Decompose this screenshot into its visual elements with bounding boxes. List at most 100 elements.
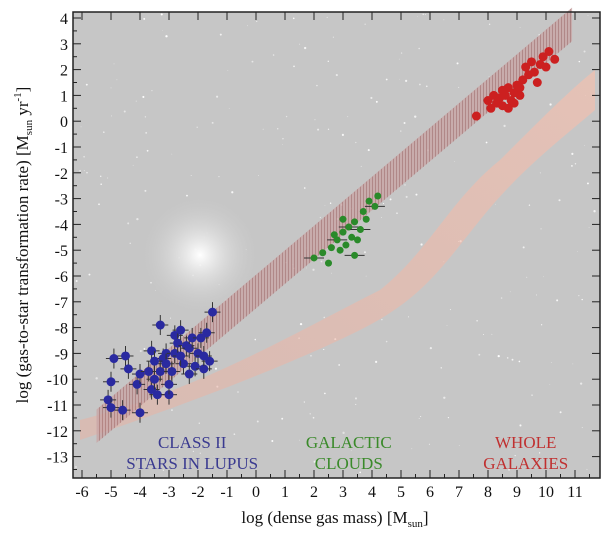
star <box>385 340 388 343</box>
star <box>398 78 400 80</box>
group-label: CLASS II <box>158 433 227 452</box>
star <box>375 100 378 103</box>
plot-frame <box>72 11 601 479</box>
star <box>299 43 301 45</box>
data-point <box>354 236 361 244</box>
star <box>519 424 522 427</box>
star <box>144 116 147 118</box>
star <box>192 450 194 453</box>
star <box>559 411 562 414</box>
star <box>83 170 85 172</box>
star <box>146 149 149 152</box>
y-tick-label: -4 <box>55 217 68 234</box>
star <box>162 29 163 31</box>
star <box>494 203 496 205</box>
star <box>571 152 574 155</box>
data-point <box>521 62 531 72</box>
group-label: GALACTIC <box>306 433 392 452</box>
star <box>254 338 257 341</box>
data-point <box>527 57 536 67</box>
data-point <box>176 351 186 361</box>
star <box>405 195 408 198</box>
x-tick-label: 3 <box>339 484 347 501</box>
star <box>375 360 378 363</box>
star <box>424 13 426 15</box>
star <box>256 420 259 423</box>
star <box>550 362 552 363</box>
star <box>211 121 214 124</box>
star <box>110 87 112 89</box>
star <box>213 456 215 458</box>
star <box>526 276 528 278</box>
data-point <box>109 354 119 364</box>
star <box>303 187 306 189</box>
star <box>127 222 130 225</box>
star <box>364 23 366 25</box>
star <box>443 19 445 21</box>
star <box>251 60 254 63</box>
star <box>403 121 406 124</box>
star <box>370 96 373 100</box>
star <box>572 13 574 15</box>
star <box>172 459 174 461</box>
y-tick-label: -9 <box>55 346 68 363</box>
star <box>347 116 349 118</box>
star <box>88 273 91 276</box>
star <box>511 358 514 361</box>
data-point <box>121 351 130 361</box>
data-point <box>532 78 542 87</box>
data-point <box>345 223 353 231</box>
star <box>574 163 577 165</box>
star <box>572 363 574 365</box>
star <box>303 401 306 403</box>
data-point <box>196 333 206 343</box>
star <box>83 155 85 158</box>
star <box>313 460 316 463</box>
star <box>549 103 552 106</box>
star <box>522 246 525 249</box>
star <box>196 126 198 128</box>
star <box>327 60 330 63</box>
data-point <box>161 359 171 369</box>
x-tick-label: 6 <box>426 484 434 501</box>
star <box>143 17 146 20</box>
star <box>332 36 334 38</box>
star <box>588 227 590 228</box>
star <box>411 448 413 450</box>
data-point <box>538 52 548 62</box>
star <box>299 439 300 441</box>
star <box>100 183 102 185</box>
star <box>331 272 332 274</box>
star <box>170 317 172 319</box>
y-tick-label: 4 <box>60 11 68 28</box>
y-tick-label: 3 <box>60 37 68 54</box>
star <box>323 316 326 319</box>
star <box>570 164 573 167</box>
star <box>335 73 338 77</box>
star <box>538 452 541 454</box>
star <box>151 90 153 92</box>
star <box>316 84 318 87</box>
star <box>139 349 142 353</box>
star <box>100 175 102 177</box>
y-tick-label: -6 <box>55 269 68 286</box>
data-point <box>118 405 128 415</box>
x-tick-label: 2 <box>310 484 318 501</box>
star <box>228 108 230 109</box>
data-point <box>333 236 341 244</box>
star <box>593 210 596 213</box>
star <box>398 58 400 60</box>
star <box>476 320 478 322</box>
y-tick-label: 1 <box>60 88 68 105</box>
star <box>404 184 406 186</box>
star <box>144 189 147 192</box>
star <box>171 409 173 411</box>
star <box>135 100 137 102</box>
data-point <box>179 359 188 369</box>
star <box>233 433 236 436</box>
data-point <box>187 333 197 343</box>
data-point <box>471 111 481 121</box>
star <box>107 177 109 179</box>
star <box>165 35 168 38</box>
star <box>420 243 423 246</box>
